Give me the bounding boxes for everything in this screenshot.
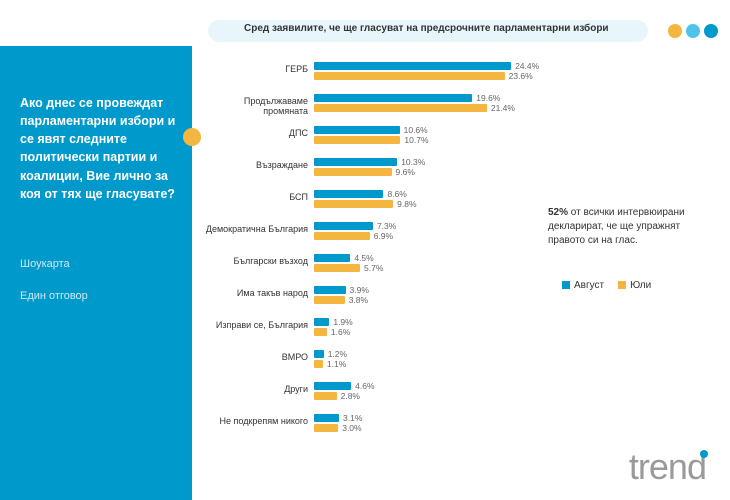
- bar-series-b: [314, 136, 400, 144]
- logo-dot-icon: [700, 450, 708, 458]
- chart-row: Има такъв народ3.9%3.8%: [202, 286, 536, 310]
- value-series-a: 1.2%: [328, 349, 347, 359]
- sidebar: Ако днес се провеждат парламентарни избо…: [0, 0, 192, 500]
- value-series-b: 3.8%: [349, 295, 368, 305]
- chart-row: Продължаваме промяната19.6%21.4%: [202, 94, 536, 118]
- header-title: Сред заявилите, че ще гласуват на предср…: [244, 23, 609, 34]
- bar-series-a: [314, 62, 511, 70]
- turnout-note: 52% от всички интервюирани декларират, ч…: [548, 206, 716, 248]
- bar-series-a: [314, 126, 400, 134]
- bar-series-b: [314, 360, 323, 368]
- bar-series-b: [314, 232, 370, 240]
- bar-series-a: [314, 190, 383, 198]
- legend-item: Август: [562, 280, 604, 291]
- value-series-b: 23.6%: [509, 71, 533, 81]
- meta-showcard: Шоукарта: [20, 258, 70, 270]
- turnout-note-text: от всички интервюирани декларират, че ще…: [548, 207, 685, 246]
- chart-row: Други4.6%2.8%: [202, 382, 536, 406]
- bar-series-a: [314, 382, 351, 390]
- bar-series-b: [314, 392, 337, 400]
- header-dot-icon: [686, 24, 700, 38]
- turnout-note-bold: 52%: [548, 207, 568, 218]
- logo-text: tren: [629, 446, 687, 487]
- bar-series-a: [314, 254, 350, 262]
- chart-row: Демократична България7.3%6.9%: [202, 222, 536, 246]
- bar-series-b: [314, 72, 505, 80]
- value-series-b: 2.8%: [341, 391, 360, 401]
- bar-series-a: [314, 222, 373, 230]
- category-label: Не подкрепям никого: [198, 416, 308, 426]
- value-series-a: 10.6%: [404, 125, 428, 135]
- category-label: Демократична България: [198, 224, 308, 234]
- bar-series-b: [314, 328, 327, 336]
- election-chart: ГЕРБ24.4%23.6% Продължаваме промяната19.6…: [202, 62, 536, 482]
- category-label: Други: [198, 384, 308, 394]
- bar-series-b: [314, 168, 392, 176]
- question-text: Ако днес се провеждат парламентарни избо…: [20, 94, 180, 203]
- bar-series-a: [314, 286, 346, 294]
- value-series-a: 8.6%: [387, 189, 406, 199]
- page-root: Ако днес се провеждат парламентарни избо…: [0, 0, 730, 500]
- value-series-a: 24.4%: [515, 61, 539, 71]
- bar-series-a: [314, 318, 329, 326]
- header-dot-icon: [668, 24, 682, 38]
- bar-series-b: [314, 200, 393, 208]
- bar-series-a: [314, 414, 339, 422]
- value-series-a: 4.6%: [355, 381, 374, 391]
- legend-swatch-icon: [618, 281, 626, 289]
- value-series-a: 10.3%: [401, 157, 425, 167]
- value-series-b: 6.9%: [374, 231, 393, 241]
- bar-series-b: [314, 296, 345, 304]
- brand-logo: trend: [629, 446, 706, 488]
- category-label: Продължаваме промяната: [198, 96, 308, 116]
- legend-item: Юли: [618, 280, 651, 291]
- value-series-b: 9.8%: [397, 199, 416, 209]
- chart-row: Български възход4.5%5.7%: [202, 254, 536, 278]
- value-series-b: 10.7%: [404, 135, 428, 145]
- value-series-b: 3.0%: [342, 423, 361, 433]
- value-series-a: 19.6%: [476, 93, 500, 103]
- value-series-b: 1.1%: [327, 359, 346, 369]
- bar-series-b: [314, 264, 360, 272]
- category-label: ВМРО: [198, 352, 308, 362]
- bar-series-a: [314, 158, 397, 166]
- bar-series-a: [314, 94, 472, 102]
- value-series-a: 1.9%: [333, 317, 352, 327]
- chart-row: БСП8.6%9.8%: [202, 190, 536, 214]
- legend-label: Август: [574, 280, 604, 291]
- value-series-a: 7.3%: [377, 221, 396, 231]
- bar-series-b: [314, 104, 487, 112]
- value-series-a: 4.5%: [354, 253, 373, 263]
- chart-row: ДПС10.6%10.7%: [202, 126, 536, 150]
- chart-row: Изправи се, България1.9%1.6%: [202, 318, 536, 342]
- value-series-b: 21.4%: [491, 103, 515, 113]
- chart-row: Възраждане10.3%9.6%: [202, 158, 536, 182]
- legend-label: Юли: [630, 280, 651, 291]
- chart-row: Не подкрепям никого3.1%3.0%: [202, 414, 536, 438]
- chart-legend: Август Юли: [562, 280, 665, 291]
- value-series-b: 1.6%: [331, 327, 350, 337]
- category-label: Изправи се, България: [198, 320, 308, 330]
- logo-text: d: [687, 446, 706, 488]
- category-label: Възраждане: [198, 160, 308, 170]
- header-dot-icon: [704, 24, 718, 38]
- category-label: БСП: [198, 192, 308, 202]
- value-series-a: 3.9%: [350, 285, 369, 295]
- meta-single-answer: Един отговор: [20, 290, 88, 302]
- value-series-a: 3.1%: [343, 413, 362, 423]
- category-label: Български възход: [198, 256, 308, 266]
- category-label: ГЕРБ: [198, 64, 308, 74]
- category-label: ДПС: [198, 128, 308, 138]
- value-series-b: 9.6%: [396, 167, 415, 177]
- bar-series-b: [314, 424, 338, 432]
- legend-swatch-icon: [562, 281, 570, 289]
- bar-series-a: [314, 350, 324, 358]
- chart-row: ГЕРБ24.4%23.6%: [202, 62, 536, 86]
- value-series-b: 5.7%: [364, 263, 383, 273]
- category-label: Има такъв народ: [198, 288, 308, 298]
- chart-row: ВМРО1.2%1.1%: [202, 350, 536, 374]
